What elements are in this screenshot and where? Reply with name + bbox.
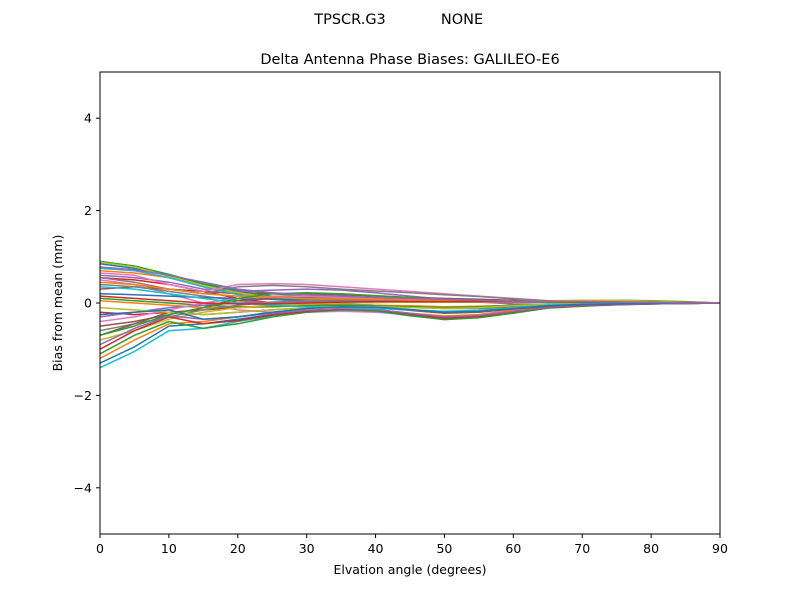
x-axis: 0 10 20 30 40 50 60 70 80 90	[96, 534, 728, 556]
y-axis: −4 −2 0 2 4	[74, 111, 100, 495]
x-tick-label: 80	[643, 541, 659, 556]
x-tick-label: 20	[230, 541, 246, 556]
y-tick-label: 4	[84, 111, 92, 126]
y-axis-label: Bias from mean (mm)	[50, 235, 65, 372]
y-tick-label: −2	[74, 388, 92, 403]
suptitle-right: NONE	[441, 12, 483, 28]
x-tick-label: 60	[505, 541, 521, 556]
y-tick-label: 2	[84, 203, 92, 218]
x-tick-label: 50	[436, 541, 452, 556]
x-tick-label: 30	[299, 541, 315, 556]
x-tick-label: 10	[161, 541, 177, 556]
series-line-35	[100, 266, 720, 304]
x-axis-label: Elvation angle (degrees)	[333, 562, 486, 577]
series-layer	[100, 260, 720, 369]
series-line-31	[100, 302, 720, 320]
x-tick-label: 70	[574, 541, 590, 556]
y-tick-label: 0	[84, 296, 92, 311]
chart-title: Delta Antenna Phase Biases: GALILEO-E6	[260, 52, 559, 68]
x-tick-label: 90	[712, 541, 728, 556]
y-tick-label: −4	[74, 480, 92, 495]
x-tick-label: 40	[368, 541, 384, 556]
x-tick-label: 0	[96, 541, 104, 556]
suptitle-left: TPSCR.G3	[313, 12, 386, 28]
